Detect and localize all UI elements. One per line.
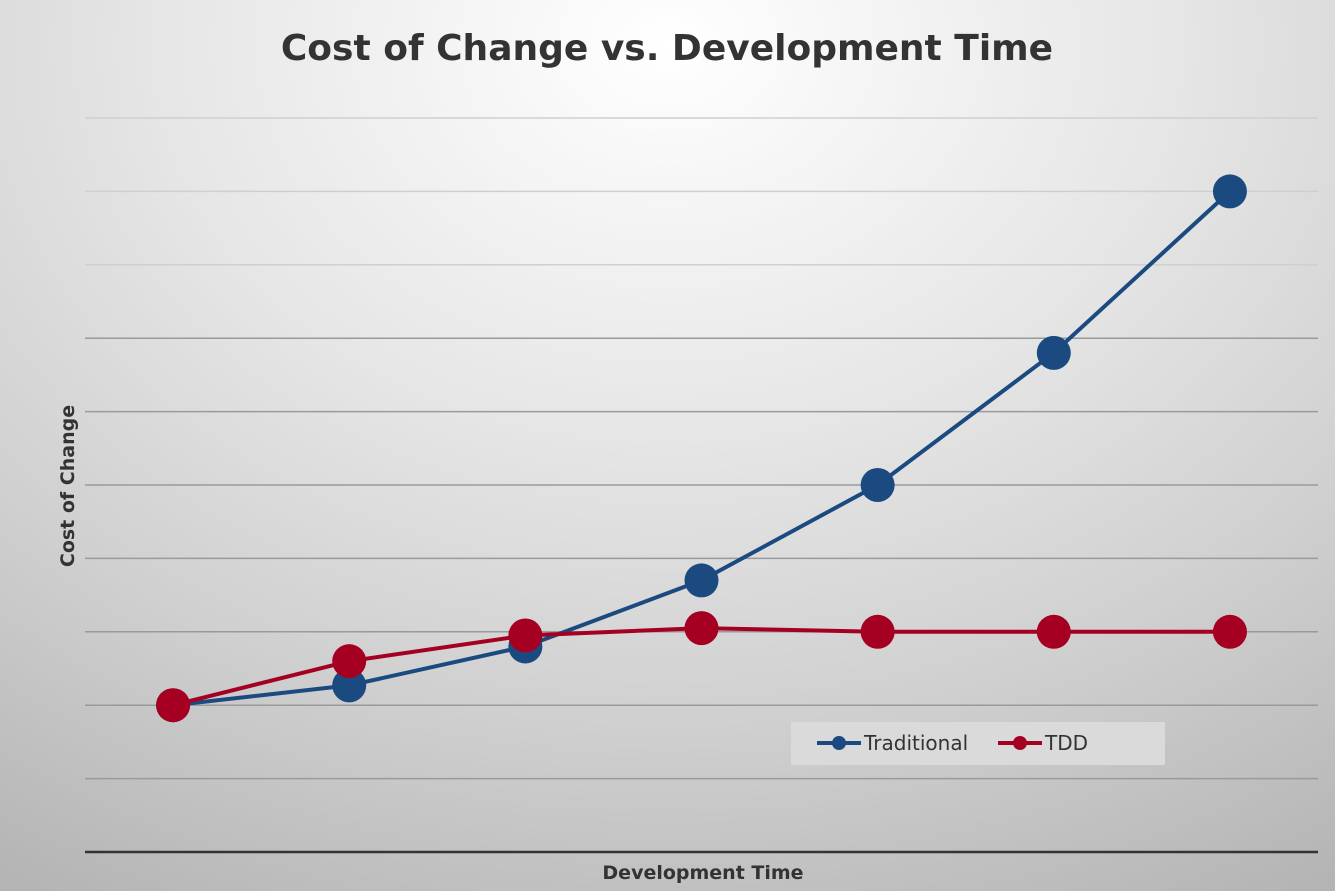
data-point bbox=[860, 468, 895, 502]
data-point bbox=[332, 644, 367, 679]
chart-title: Cost of Change vs. Development Time bbox=[281, 28, 1053, 69]
x-axis-label: Development Time bbox=[602, 862, 803, 884]
legend-swatch-marker bbox=[832, 736, 846, 750]
legend-swatch-marker bbox=[1013, 736, 1027, 750]
data-point bbox=[508, 618, 543, 653]
data-point bbox=[1036, 335, 1071, 370]
series-group bbox=[156, 174, 1247, 723]
data-point bbox=[1212, 614, 1247, 649]
data-point bbox=[1036, 614, 1071, 649]
legend-label: Traditional bbox=[863, 731, 968, 755]
legend: Traditional TDD bbox=[791, 722, 1165, 765]
legend-label: TDD bbox=[1044, 731, 1088, 755]
data-point bbox=[156, 688, 191, 723]
data-point bbox=[332, 668, 367, 703]
data-point bbox=[860, 614, 895, 649]
data-point bbox=[684, 563, 719, 598]
data-point bbox=[684, 611, 719, 646]
gridlines bbox=[85, 117, 1318, 780]
data-point bbox=[1212, 174, 1247, 209]
series-tdd bbox=[156, 611, 1247, 723]
y-axis-label: Cost of Change bbox=[57, 405, 79, 567]
